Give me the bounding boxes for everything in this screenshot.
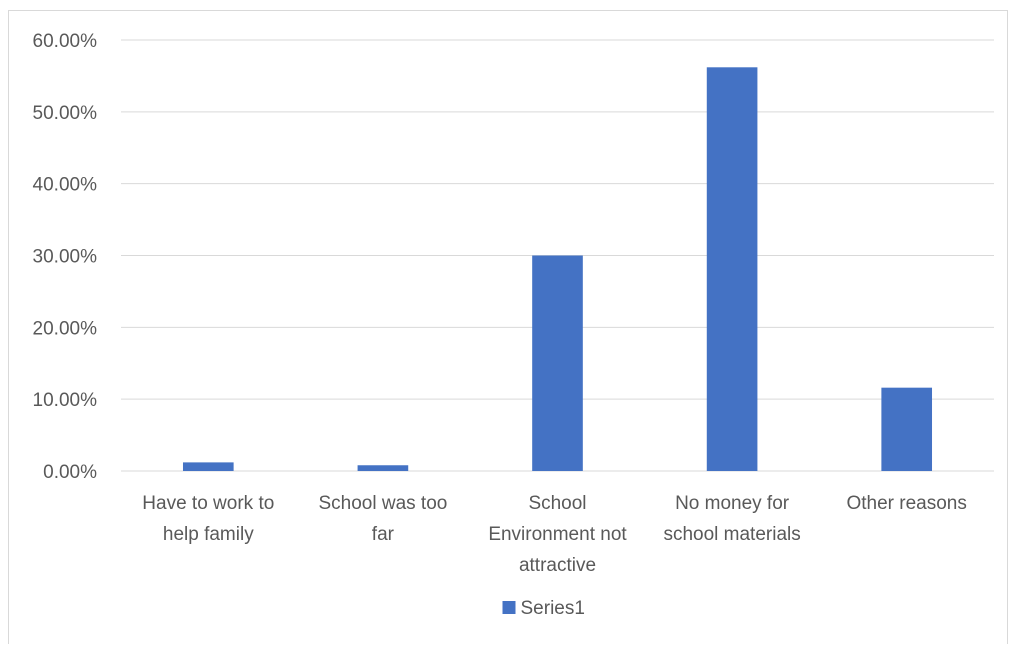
y-tick-label: 0.00%	[43, 462, 97, 483]
y-tick-label: 60.00%	[33, 31, 98, 52]
legend-swatch	[502, 601, 516, 614]
x-category-label-line: far	[372, 524, 395, 545]
x-category-label-line: No money for	[675, 493, 790, 514]
x-category-label-line: Environment not	[488, 524, 627, 545]
x-category-label-line: School was too	[318, 493, 447, 514]
x-category-label-line: help family	[163, 524, 254, 545]
x-category-label: No money for school materials	[663, 493, 800, 545]
x-category-label-line: attractive	[519, 555, 596, 576]
y-tick-label: 30.00%	[33, 247, 98, 268]
x-category-label-line: school materials	[663, 524, 800, 545]
x-category-label: School was too far	[318, 493, 447, 545]
bar-chart: 0.00% 10.00% 20.00% 30.00% 40.00% 50.00% 60.00…	[33, 31, 994, 619]
x-category-label-line: Have to work to	[142, 493, 274, 514]
y-tick-label: 20.00%	[33, 318, 98, 339]
bar	[706, 67, 758, 471]
bar	[357, 465, 409, 471]
legend-label: Series1	[521, 598, 585, 619]
y-tick-label: 50.00%	[33, 103, 98, 124]
x-category-label-line: School	[528, 493, 586, 514]
bar	[532, 255, 583, 471]
y-tick-label: 10.00%	[33, 390, 98, 411]
bar	[182, 462, 234, 471]
x-category-label: Other reasons	[846, 493, 966, 514]
bar	[881, 387, 933, 471]
x-category-label: School Environment not attractive	[488, 493, 627, 576]
y-tick-label: 40.00%	[33, 175, 98, 196]
x-category-label-line: Other reasons	[846, 493, 966, 514]
x-category-label: Have to work to help family	[142, 493, 274, 545]
chart-area: 0.00% 10.00% 20.00% 30.00% 40.00% 50.00% 60.00…	[8, 10, 1008, 644]
